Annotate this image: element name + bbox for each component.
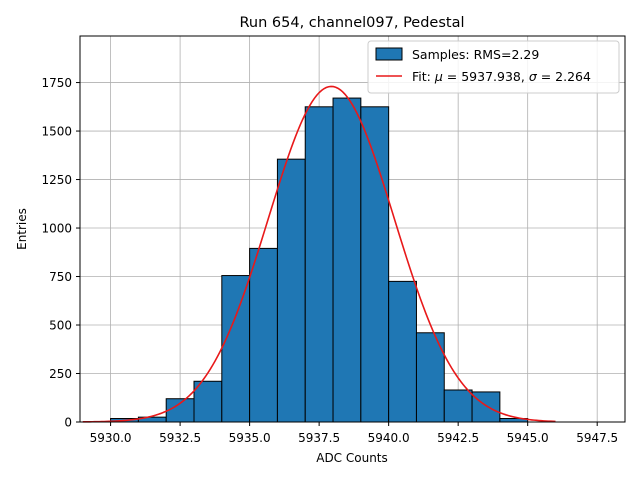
legend: Samples: RMS=2.29 Fit: μ = 5937.938, σ =… bbox=[367, 40, 620, 94]
y-tick-label: 1250 bbox=[41, 173, 72, 187]
y-tick-label: 1750 bbox=[41, 76, 72, 90]
y-tick-label: 750 bbox=[49, 270, 72, 284]
histogram-bar bbox=[388, 280, 417, 423]
histogram-bar bbox=[221, 275, 251, 423]
x-tick-label: 5932.5 bbox=[159, 431, 201, 445]
x-tick-label: 5947.5 bbox=[576, 431, 618, 445]
legend-fit-mu-value: = 5937.938, bbox=[443, 69, 529, 84]
fit-curve bbox=[82, 85, 556, 423]
x-axis-label: ADC Counts bbox=[316, 451, 388, 465]
x-tick-label: 5930.0 bbox=[90, 431, 132, 445]
y-tick-label: 250 bbox=[49, 367, 72, 381]
legend-hist-label: Samples: RMS=2.29 bbox=[412, 47, 539, 62]
chart-title: Run 654, channel097, Pedestal bbox=[239, 15, 464, 31]
histogram-bar bbox=[471, 391, 501, 423]
histogram-bar bbox=[276, 158, 306, 423]
y-tick-label: 1000 bbox=[41, 222, 72, 236]
histogram-bar bbox=[193, 380, 223, 423]
x-tick-label: 5945.0 bbox=[507, 431, 549, 445]
histogram-bar bbox=[249, 247, 278, 423]
x-axis-ticks: 5930.0 5932.5 5935.0 5937.5 5940.0 5942.5 5945… bbox=[90, 422, 618, 445]
y-tick-label: 0 bbox=[64, 416, 72, 430]
y-tick-label: 1500 bbox=[41, 125, 72, 139]
histogram-bar bbox=[415, 332, 445, 423]
histogram-bar bbox=[443, 389, 473, 423]
histogram-bar bbox=[360, 106, 390, 423]
legend-fit-label: Fit: μ = 5937.938, σ = 2.264 bbox=[412, 69, 591, 84]
histogram-bar bbox=[304, 106, 334, 423]
legend-hist-swatch bbox=[375, 47, 403, 61]
histogram-bar bbox=[165, 398, 195, 423]
x-tick-label: 5935.0 bbox=[229, 431, 271, 445]
x-tick-label: 5937.5 bbox=[298, 431, 340, 445]
legend-fit-prefix: Fit: bbox=[412, 69, 435, 84]
y-axis-ticks: 0 250 500 750 1000 1250 1500 1750 bbox=[41, 76, 80, 430]
histogram-bar bbox=[332, 97, 362, 423]
y-axis-label: Entries bbox=[15, 208, 29, 250]
x-tick-label: 5940.0 bbox=[368, 431, 410, 445]
legend-fit-sigma-value: = 2.264 bbox=[537, 69, 591, 84]
legend-box bbox=[367, 40, 620, 94]
y-tick-label: 500 bbox=[49, 319, 72, 333]
plot-frame bbox=[79, 35, 626, 423]
legend-fit-mu-symbol: μ bbox=[434, 69, 443, 84]
legend-fit-sigma-symbol: σ bbox=[529, 69, 538, 84]
x-tick-label: 5942.5 bbox=[437, 431, 479, 445]
